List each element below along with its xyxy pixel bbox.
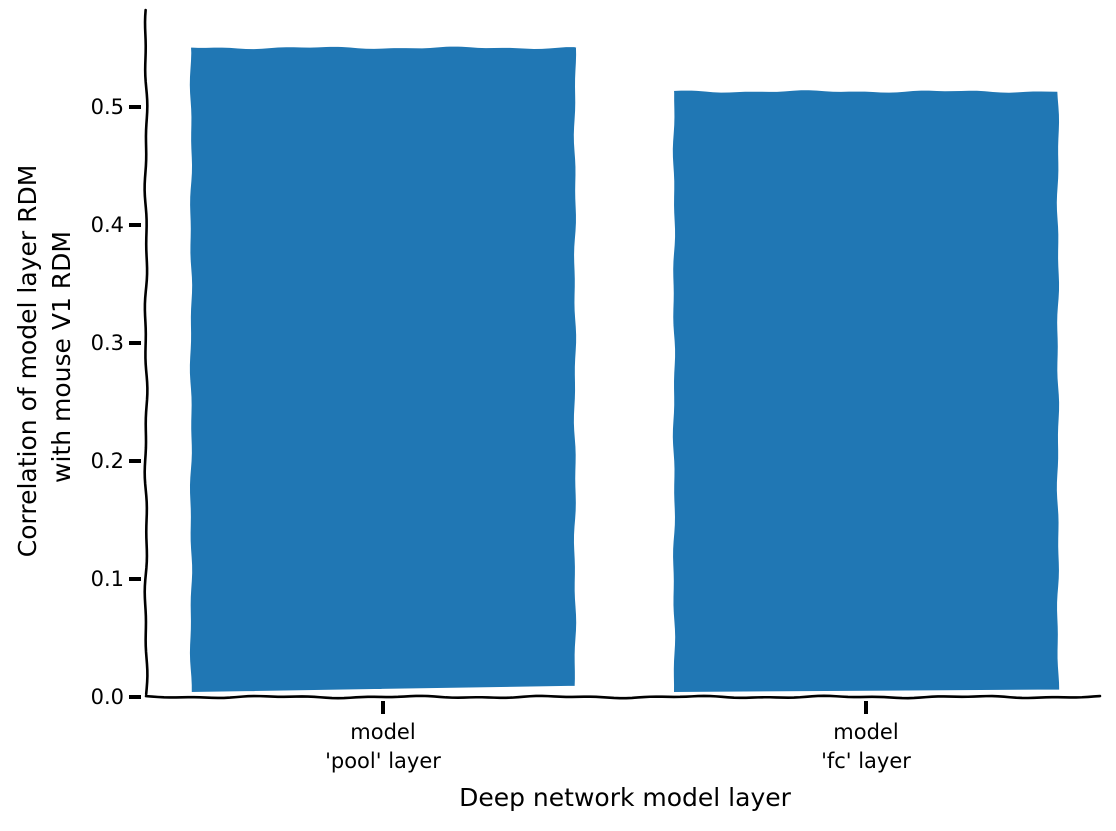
x-tick-label: model: [350, 720, 415, 744]
y-axis-title-line-2: with mouse V1 RDM: [47, 231, 76, 483]
y-tick-label: 0.3: [91, 331, 124, 355]
labels-layer: Deep network model layer Correlation of …: [13, 157, 792, 812]
x-axis-title: Deep network model layer: [459, 783, 792, 812]
y-axis-title: Correlation of model layer RDM with mous…: [13, 157, 76, 557]
y-tick-label: 0.0: [91, 685, 124, 709]
y-tick-label: 0.1: [91, 567, 124, 591]
y-tick-label: 0.5: [91, 95, 124, 119]
y-tick-label: 0.2: [91, 449, 124, 473]
y-tick-label: 0.4: [91, 213, 124, 237]
bars-layer: [187, 44, 1062, 695]
y-axis-line: [143, 8, 149, 696]
x-tick-label: 'pool' layer: [325, 749, 441, 773]
x-tick-label: 'fc' layer: [821, 749, 911, 773]
axes-layer: [141, 8, 1102, 702]
y-axis-title-line-1: Correlation of model layer RDM: [13, 165, 42, 558]
bar-1: [187, 44, 579, 694]
bar-2: [670, 88, 1062, 695]
x-tick-label: model: [833, 720, 898, 744]
x-axis-line: [144, 694, 1102, 700]
ticks-layer: 0.0 0.1 0.2 0.3 0.4 0.5 model 'pool' layer model…: [91, 95, 912, 773]
